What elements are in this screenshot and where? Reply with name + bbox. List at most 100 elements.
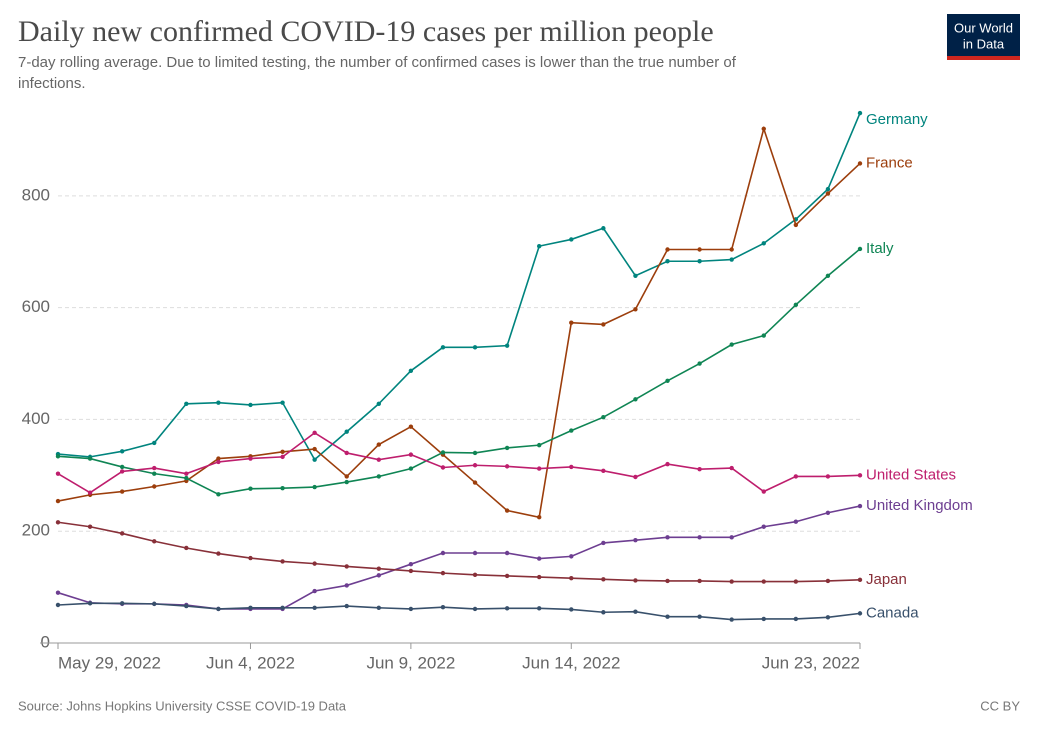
series-label: United States — [866, 466, 956, 483]
data-point — [280, 454, 285, 460]
data-point — [537, 556, 542, 561]
data-point — [825, 474, 831, 479]
data-point — [793, 519, 799, 524]
data-point — [312, 561, 317, 566]
logo-text: in Data — [963, 36, 1005, 51]
data-point — [312, 484, 317, 490]
series-label: United Kingdom — [866, 497, 973, 514]
data-point — [152, 539, 157, 544]
data-point — [825, 615, 831, 620]
data-point — [537, 442, 542, 448]
data-point — [504, 606, 510, 611]
data-point — [119, 601, 125, 606]
data-point — [729, 535, 734, 540]
data-point — [697, 361, 702, 366]
data-point — [280, 605, 285, 610]
data-point — [697, 466, 702, 472]
chart-title: Daily new confirmed COVID-19 cases per m… — [18, 15, 714, 48]
data-point — [248, 456, 253, 461]
series-line — [57, 431, 861, 494]
data-point — [472, 606, 478, 612]
data-point — [312, 457, 317, 462]
data-point — [697, 614, 702, 619]
data-point — [184, 545, 189, 551]
data-point — [569, 607, 574, 612]
data-point — [376, 566, 381, 571]
data-point — [344, 564, 349, 569]
data-point — [729, 342, 734, 347]
data-point — [119, 531, 125, 536]
data-point — [633, 474, 638, 480]
data-point — [408, 452, 414, 457]
data-point — [119, 449, 125, 454]
data-point — [729, 465, 734, 471]
data-point — [119, 464, 125, 470]
x-tick-label: Jun 23, 2022 — [762, 653, 860, 672]
data-point — [344, 429, 349, 434]
chart-subtitle: 7-day rolling average. Due to limited te… — [18, 54, 737, 71]
data-point — [152, 465, 157, 471]
data-point — [729, 257, 734, 262]
data-point — [857, 161, 863, 166]
data-point — [55, 590, 61, 595]
chart-subtitle: infections. — [18, 75, 86, 92]
y-tick-label: 0 — [41, 632, 50, 651]
data-point — [119, 469, 125, 474]
data-point — [665, 535, 670, 540]
series-line — [57, 521, 861, 583]
data-point — [601, 610, 606, 615]
data-point — [55, 454, 61, 459]
x-tick-label: Jun 9, 2022 — [366, 653, 455, 672]
data-point — [472, 550, 478, 556]
series-line — [57, 125, 861, 519]
data-point — [472, 480, 478, 485]
data-point — [248, 486, 253, 491]
data-point — [537, 515, 542, 520]
data-point — [793, 474, 799, 479]
data-point — [408, 466, 414, 471]
data-point — [87, 456, 93, 461]
data-point — [504, 445, 510, 451]
data-point — [248, 402, 253, 408]
data-point — [376, 573, 381, 578]
data-point — [857, 110, 863, 116]
data-point — [857, 577, 863, 583]
data-point — [312, 588, 317, 594]
series-line — [57, 602, 861, 621]
data-point — [152, 484, 157, 489]
data-point — [569, 428, 574, 433]
data-point — [825, 191, 831, 196]
data-point — [761, 126, 766, 131]
data-point — [344, 450, 349, 456]
data-point — [408, 561, 414, 567]
data-point — [601, 226, 606, 231]
data-point — [216, 551, 221, 556]
data-point — [87, 490, 93, 495]
data-point — [601, 468, 606, 474]
data-point — [184, 471, 189, 476]
data-point — [344, 603, 349, 609]
logo-text: Our World — [954, 20, 1013, 35]
data-point — [440, 570, 446, 576]
data-point — [440, 450, 446, 455]
data-point — [344, 479, 349, 485]
data-point — [376, 457, 381, 462]
data-point — [376, 401, 381, 406]
x-tick-label: May 29, 2022 — [58, 653, 161, 672]
data-point — [633, 609, 638, 614]
data-point — [440, 345, 446, 350]
data-point — [665, 614, 670, 619]
data-point — [87, 601, 93, 606]
data-point — [55, 520, 61, 525]
data-point — [472, 572, 478, 578]
y-tick-label: 800 — [22, 185, 50, 204]
data-point — [184, 603, 189, 609]
data-point — [857, 473, 863, 478]
data-point — [504, 573, 510, 579]
series-line — [57, 505, 861, 610]
data-point — [761, 489, 766, 494]
data-point — [87, 524, 93, 529]
data-point — [280, 400, 285, 405]
data-point — [152, 440, 157, 446]
data-point — [216, 492, 221, 497]
